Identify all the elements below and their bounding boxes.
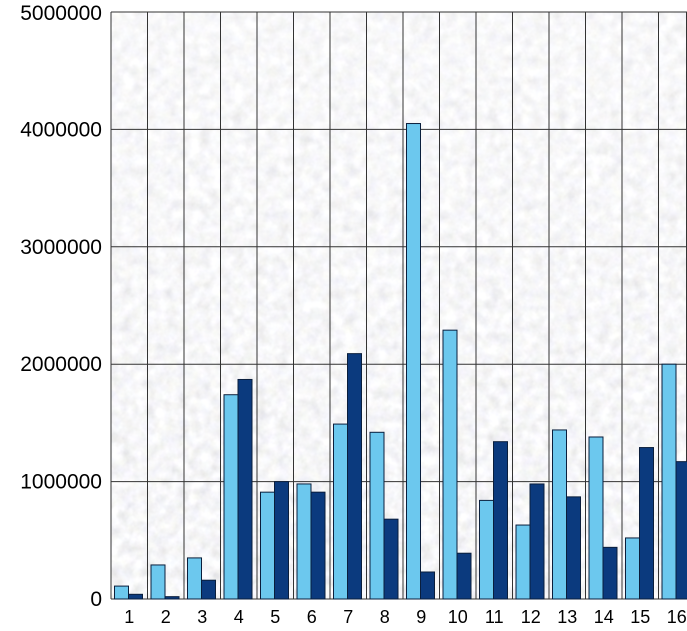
bar-dark-8 [383, 518, 399, 600]
bar-dark-9 [420, 571, 435, 600]
x-tick-label: 6 [307, 607, 317, 627]
bar-light-3 [187, 557, 202, 600]
bar-light-13 [552, 429, 567, 600]
bar-dark-14 [602, 546, 618, 600]
x-tick-label: 13 [557, 607, 577, 627]
x-tick-label: 2 [161, 607, 171, 627]
x-tick-label: 7 [343, 607, 353, 627]
x-tick-label: 16 [667, 607, 687, 627]
y-tick-label: 1000000 [20, 471, 102, 494]
bar-dark-16 [675, 461, 687, 600]
bar-dark-3 [201, 579, 216, 600]
bar-light-12 [515, 524, 531, 600]
bar-dark-4 [237, 378, 253, 600]
x-tick-label: 4 [234, 607, 244, 627]
y-tick-label: 3000000 [20, 236, 102, 259]
bar-dark-6 [310, 491, 326, 600]
x-tick-label: 15 [630, 607, 650, 627]
bar-dark-2 [164, 596, 180, 600]
x-tick-label: 14 [594, 607, 614, 627]
x-tick-label: 11 [485, 607, 504, 627]
bar-dark-10 [456, 552, 472, 600]
x-tick-label: 5 [270, 607, 280, 627]
y-tick-label: 4000000 [20, 118, 102, 141]
bar-light-7 [333, 423, 348, 600]
bar-light-14 [588, 436, 604, 600]
bar-dark-11 [493, 441, 508, 600]
x-tick-label: 9 [416, 607, 426, 627]
x-axis-tick-labels: 1 2 3 4 5 6 7 8 9 10 11 12 13 14 15 16 [124, 607, 687, 627]
x-tick-label: 8 [380, 607, 390, 627]
bar-light-2 [150, 564, 166, 600]
bar-dark-13 [566, 496, 581, 600]
bar-light-16 [661, 363, 677, 600]
bar-dark-15 [639, 447, 654, 600]
x-tick-label: 1 [124, 607, 134, 627]
bars [114, 123, 687, 600]
x-tick-label: 3 [197, 607, 207, 627]
bar-light-4 [223, 394, 239, 600]
bar-light-15 [625, 537, 640, 600]
bar-light-8 [369, 431, 385, 600]
bar-dark-7 [347, 353, 362, 600]
bar-light-6 [296, 483, 312, 600]
bar-dark-5 [274, 481, 289, 600]
y-tick-label: 5000000 [20, 2, 102, 25]
y-tick-label: 2000000 [20, 353, 102, 376]
crowd-photo-background [111, 12, 687, 599]
bar-dark-12 [529, 483, 545, 600]
x-tick-label: 10 [448, 607, 468, 627]
x-tick-label: 12 [521, 607, 541, 627]
bar-dark-1 [128, 593, 143, 600]
y-axis-tick-labels: 0 1000000 2000000 3000000 4000000 5000000 [20, 2, 102, 611]
bar-light-10 [442, 329, 458, 600]
bar-light-9 [406, 123, 421, 600]
y-tick-label: 0 [90, 588, 102, 611]
bar-light-1 [114, 585, 129, 600]
bar-light-11 [479, 499, 494, 600]
bar-light-5 [260, 491, 275, 600]
